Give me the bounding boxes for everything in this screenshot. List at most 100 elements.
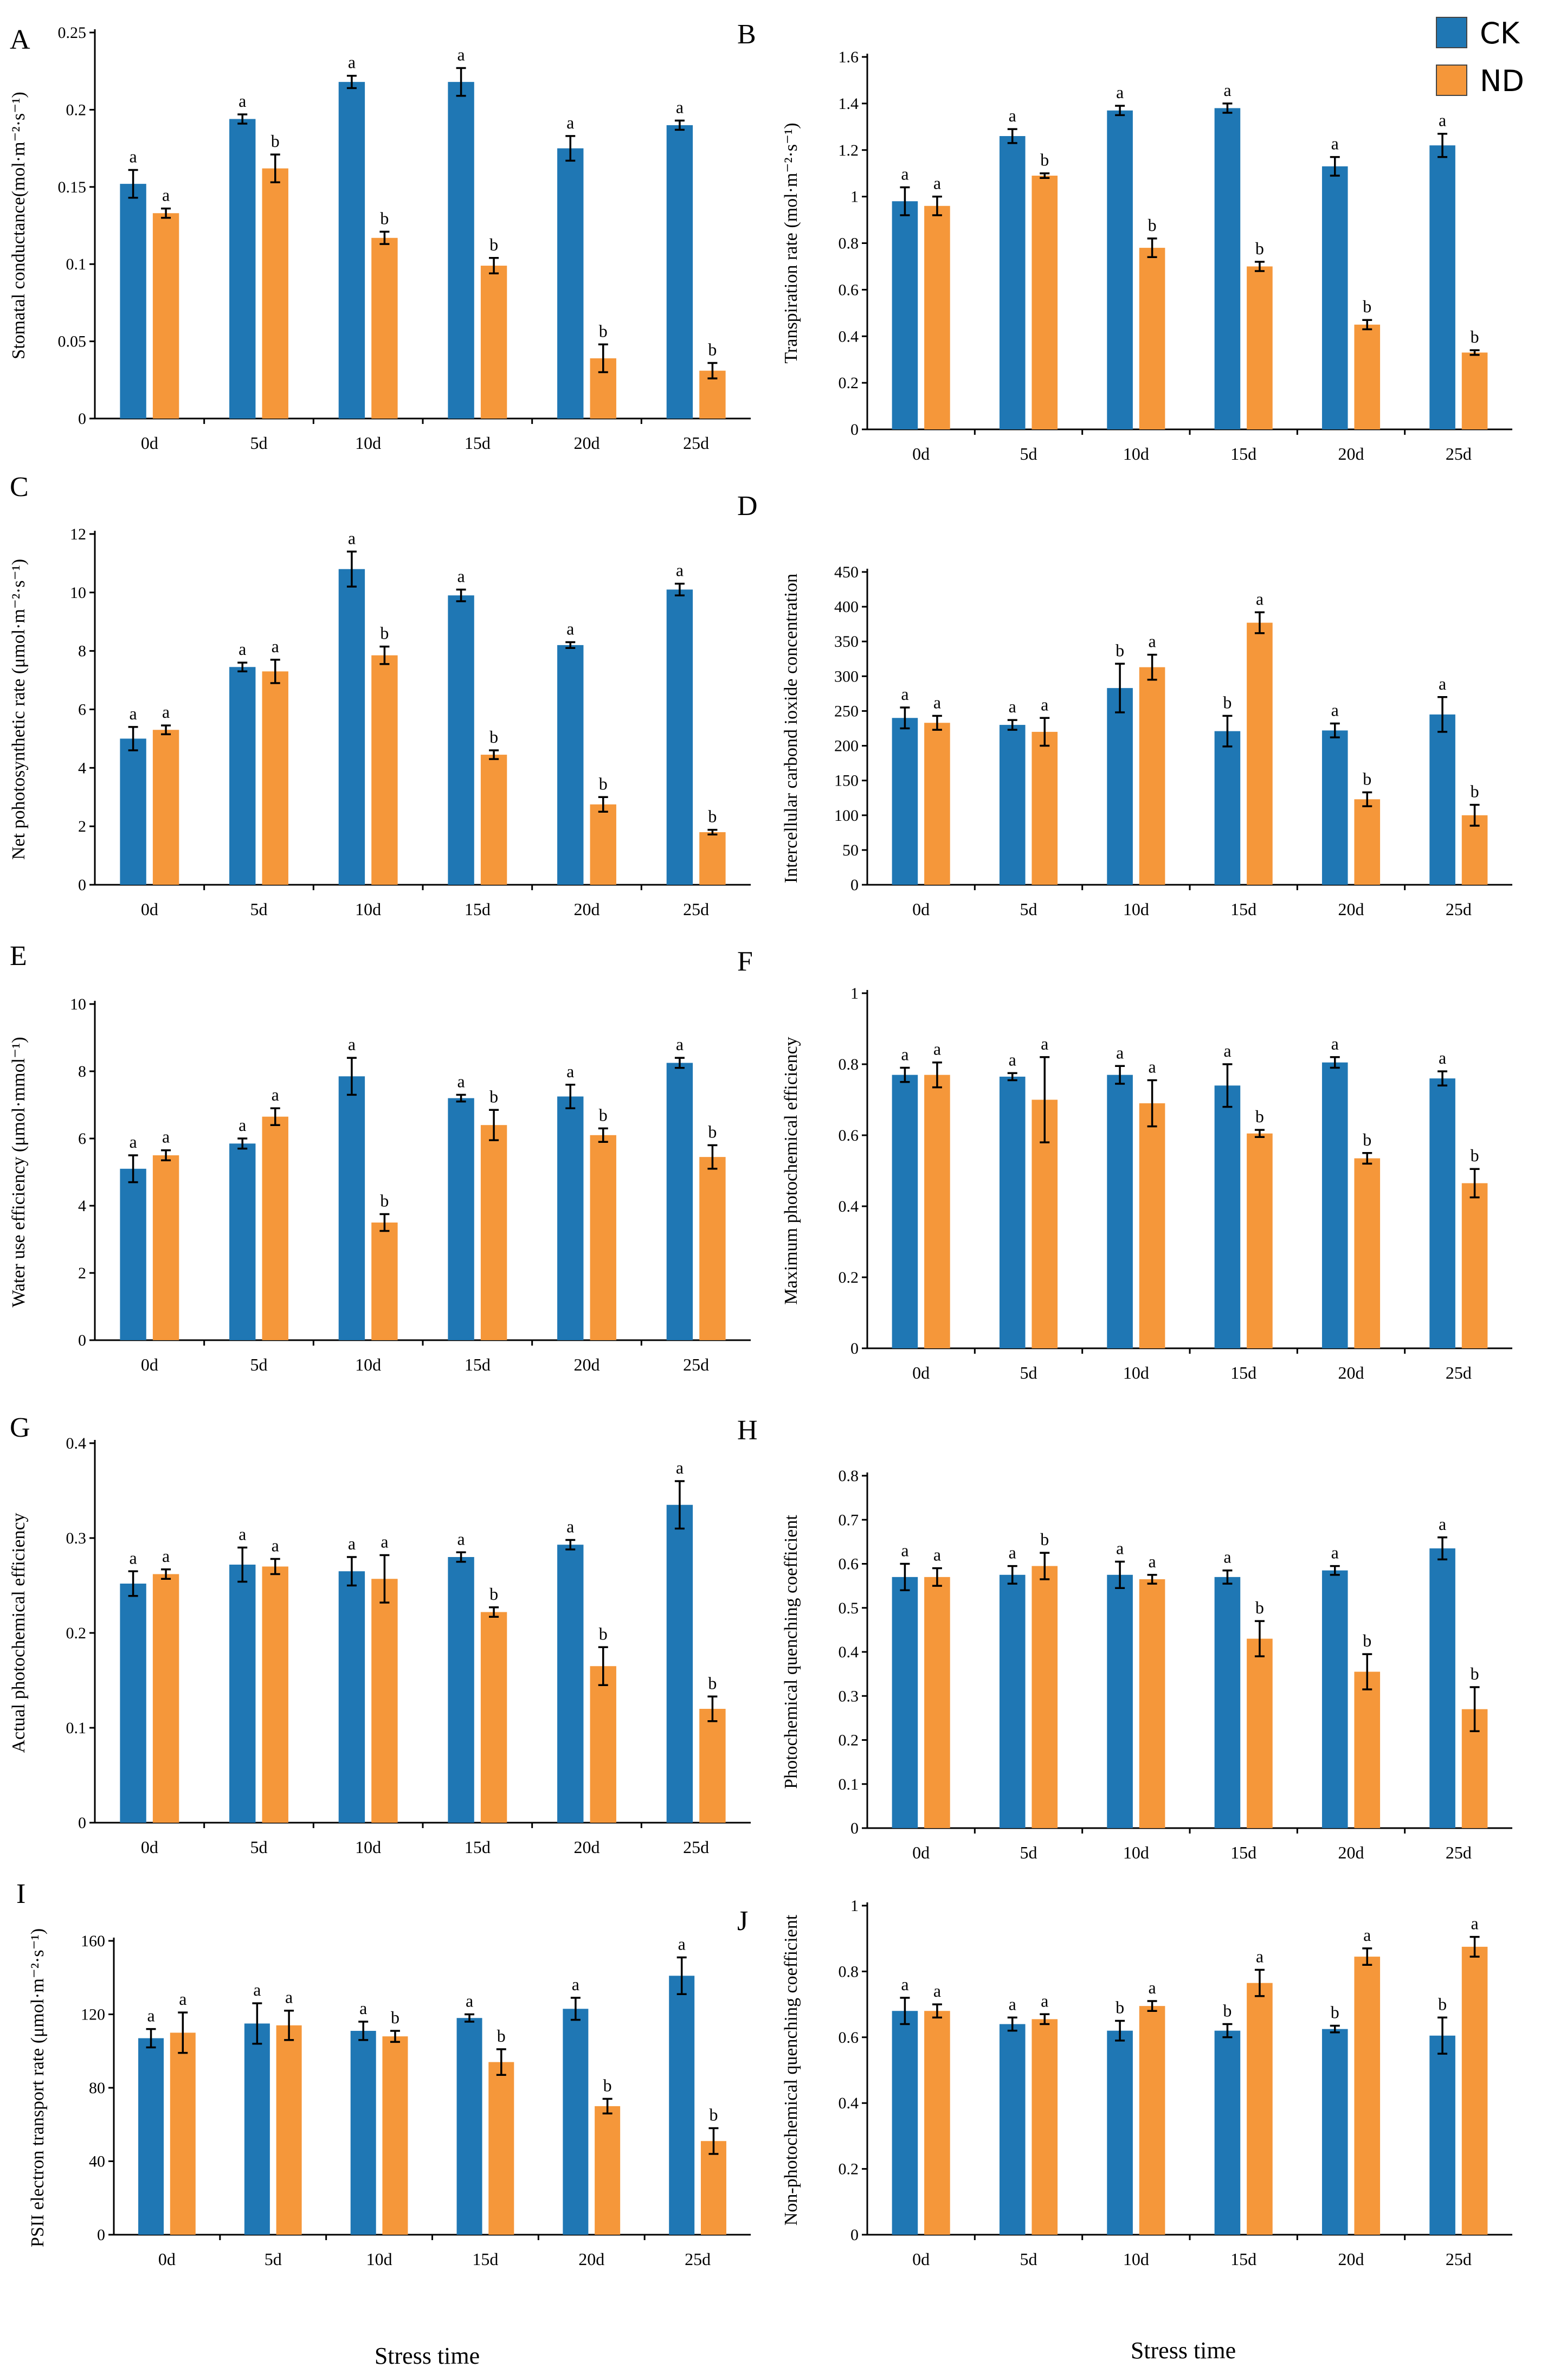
chart-panel-h: H Photochemical quenching coefficient 0 0.1… [737, 1415, 1512, 1862]
y-tick-label: 350 [834, 633, 859, 651]
significance-label: a [129, 704, 137, 723]
y-tick-label: 0.2 [839, 1269, 859, 1287]
bar-ck-20d [557, 148, 584, 419]
significance-label: a [348, 53, 356, 72]
significance-label: a [1256, 589, 1264, 608]
chart-panel-j: J Non-photochemical quenching coefficient… [737, 1897, 1512, 2269]
bar-ck-20d [1322, 1570, 1348, 1828]
bar-ck-10d [338, 569, 365, 885]
bar-nd-0d [152, 1155, 179, 1340]
y-tick-label: 10 [70, 584, 86, 602]
significance-label: a [1331, 134, 1339, 153]
significance-label: a [348, 1034, 356, 1054]
bar-nd-15d [480, 266, 507, 419]
y-tick-label: 0.6 [839, 1555, 859, 1573]
chart-panel-f: F Maximum photochemical efficiency 0 0.2 0.4… [737, 946, 1512, 1382]
significance-label: b [599, 1624, 608, 1643]
bar-nd-10d [1139, 2006, 1165, 2235]
x-axis-title-right: Stress time [1131, 2337, 1236, 2364]
y-tick-label: 0.2 [839, 2160, 859, 2178]
y-axis-title: Photochemical quenching coefficient [781, 1515, 801, 1789]
chart-panel-a: A Stomatal conductance(mol·m⁻²·s⁻¹) 0 0.05 0… [9, 24, 751, 453]
x-tick-label: 15d [465, 899, 491, 919]
y-tick-label: 120 [81, 2006, 105, 2024]
y-tick-label: 6 [78, 701, 86, 719]
significance-label: a [381, 1532, 388, 1552]
bar-nd-20d [590, 1666, 616, 1823]
significance-label: a [285, 1987, 293, 2007]
significance-label: a [162, 185, 170, 205]
significance-label: a [1041, 694, 1048, 714]
significance-label: b [1116, 1997, 1124, 2017]
bar-nd-15d [1247, 1983, 1273, 2235]
bar-nd-25d [1461, 815, 1488, 885]
bar-ck-15d [456, 2018, 482, 2235]
y-tick-label: 0.8 [839, 1467, 859, 1485]
x-tick-label: 0d [912, 444, 930, 464]
bar-nd-0d [924, 1577, 950, 1828]
bar-nd-15d [480, 755, 507, 885]
x-tick-label: 10d [355, 433, 381, 453]
y-tick-label: 1 [850, 1897, 859, 1915]
significance-label: a [1116, 1538, 1124, 1558]
bar-ck-5d [999, 1076, 1026, 1348]
legend-swatch-nd [1436, 65, 1467, 96]
x-tick-label: 5d [265, 2249, 282, 2269]
x-tick-label: 15d [1230, 1843, 1256, 1862]
y-tick-label: 0.2 [66, 101, 87, 119]
x-tick-label: 25d [1446, 2249, 1472, 2269]
significance-label: b [380, 208, 389, 228]
x-tick-label: 5d [1020, 1363, 1037, 1382]
significance-label: a [359, 1998, 367, 2018]
significance-label: a [676, 1458, 684, 1477]
panel-letter: H [737, 1415, 758, 1446]
bar-ck-0d [892, 1075, 918, 1348]
panel-letter: I [16, 1879, 25, 1909]
significance-label: b [489, 727, 498, 747]
panel-letter: D [737, 491, 758, 522]
x-tick-label: 10d [1123, 2249, 1149, 2269]
bar-nd-0d [924, 205, 950, 429]
significance-label: a [1439, 1048, 1446, 1067]
significance-label: b [1363, 769, 1371, 788]
bar-nd-15d [1247, 1638, 1273, 1828]
bar-nd-0d [152, 730, 179, 885]
panel-letter: B [737, 19, 756, 50]
panel-letter: A [10, 24, 30, 55]
bar-ck-20d [1322, 166, 1348, 429]
bar-ck-10d [1107, 110, 1133, 430]
significance-label: a [1148, 632, 1156, 651]
x-tick-label: 10d [366, 2249, 392, 2269]
significance-label: a [1331, 1034, 1339, 1053]
bar-nd-5d [1032, 731, 1058, 885]
y-tick-label: 0 [850, 1819, 859, 1837]
x-tick-label: 20d [1338, 2249, 1364, 2269]
bar-ck-0d [892, 2011, 918, 2235]
x-tick-label: 25d [685, 2249, 711, 2269]
y-tick-label: 2 [78, 818, 86, 835]
y-tick-label: 0.4 [839, 1198, 859, 1215]
bar-ck-25d [1429, 1078, 1455, 1348]
x-tick-label: 5d [250, 433, 268, 453]
bar-nd-15d [1247, 1133, 1273, 1348]
significance-label: a [457, 1529, 465, 1548]
significance-label: a [129, 146, 137, 166]
chart-panel-d: D Intercellular carbond ioxide concentrat… [737, 491, 1512, 919]
y-tick-label: 0.15 [58, 178, 87, 196]
significance-label: b [1223, 692, 1232, 712]
bar-nd-10d [1139, 667, 1165, 885]
bar-ck-10d [338, 1076, 365, 1340]
x-tick-label: 5d [1020, 1843, 1037, 1862]
bar-ck-10d [338, 82, 365, 419]
bar-ck-0d [138, 2038, 164, 2235]
bar-nd-0d [152, 213, 179, 419]
x-tick-label: 15d [1230, 444, 1256, 464]
y-tick-label: 0.05 [58, 333, 87, 351]
x-tick-label: 5d [1020, 444, 1037, 464]
significance-label: a [1041, 1034, 1048, 1053]
bar-nd-5d [262, 1566, 288, 1823]
x-tick-label: 25d [1446, 444, 1472, 464]
bar-nd-15d [480, 1612, 507, 1823]
y-tick-label: 1 [850, 188, 859, 206]
